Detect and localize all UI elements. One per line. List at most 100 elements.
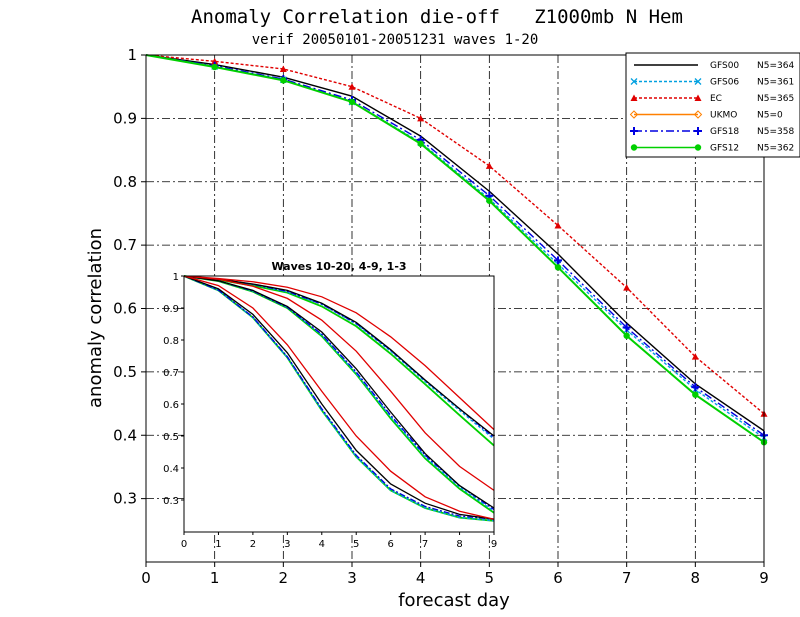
inset-x-tick-label: 4 xyxy=(319,539,325,550)
inset-line-blue xyxy=(183,275,495,520)
inset-y-tick-label: 0.9 xyxy=(163,304,179,315)
inset-x-tick-label: 9 xyxy=(491,539,497,550)
data-point-ec xyxy=(691,353,699,360)
inset-y-tick-label: 0.7 xyxy=(163,368,179,379)
data-point-ec xyxy=(279,65,287,72)
y-tick-label: 0.5 xyxy=(113,363,137,381)
x-tick-label: 1 xyxy=(210,569,220,587)
legend-marker xyxy=(694,127,702,135)
inset-y-tick-label: 1 xyxy=(173,272,179,283)
legend-item-gfs12: GFS12 N5=362 xyxy=(630,144,794,154)
inset-tick-labels: 0 1 2 3 4 5 6 7 8 9 0.3 0.4 0.5 0.6 0.7 0.8 0.9 1 xyxy=(163,272,497,550)
legend-label: GFS18 xyxy=(710,127,739,137)
x-axis-label: forecast day xyxy=(398,590,510,611)
inset-x-tick-label: 0 xyxy=(181,539,187,550)
data-point-ec xyxy=(485,162,493,169)
inset-x-tick-label: 2 xyxy=(250,539,256,550)
legend-count: N5=365 xyxy=(757,94,794,104)
inset-x-tick-label: 5 xyxy=(353,539,359,550)
x-tick-label: 0 xyxy=(141,569,151,587)
data-point-gfs12 xyxy=(417,140,424,147)
x-tick-label: 9 xyxy=(759,569,769,587)
inset-series-layer xyxy=(183,275,495,522)
y-axis-label: anomaly correlation xyxy=(85,228,106,408)
legend-count: N5=358 xyxy=(757,127,794,137)
inset-x-tick-label: 6 xyxy=(387,539,393,550)
legend-count: N5=361 xyxy=(757,78,794,88)
data-point-gfs12 xyxy=(211,63,218,71)
main-series-layer xyxy=(145,54,768,446)
legend-count: N5=362 xyxy=(757,144,794,154)
data-point-gfs12 xyxy=(623,332,630,339)
x-tick-label: 2 xyxy=(279,569,289,587)
inset-y-tick-label: 0.5 xyxy=(163,432,179,443)
data-point-gfs12 xyxy=(554,264,562,271)
series-line-ec xyxy=(145,54,765,415)
y-tick-label: 0.9 xyxy=(113,109,137,127)
inset-plot-background xyxy=(184,276,494,532)
legend-label: GFS00 xyxy=(710,61,739,71)
y-tick-label: 0.6 xyxy=(113,300,137,318)
inset-plot-frame xyxy=(183,275,495,533)
legend-marker xyxy=(694,144,702,151)
inset-y-tick-label: 0.6 xyxy=(163,400,179,411)
data-point-ec xyxy=(211,57,219,65)
legend-box xyxy=(625,52,800,158)
legend-marker xyxy=(630,78,638,85)
data-point-ec xyxy=(417,114,425,122)
legend: GFS00 N5=364 GFS06 N5=361 EC N5=365 UKMO N5=0 GF… xyxy=(625,52,800,158)
legend-item-gfs00: GFS00 N5=364 xyxy=(634,61,794,71)
data-point-ec xyxy=(554,221,562,229)
y-tick-label: 0.7 xyxy=(113,236,137,254)
data-point-gfs18 xyxy=(622,323,631,332)
x-tick-label: 7 xyxy=(622,569,632,587)
data-point-gfs12 xyxy=(348,98,356,106)
inset-line-red xyxy=(183,275,495,431)
legend-marker xyxy=(694,94,702,101)
legend-count: N5=364 xyxy=(757,61,794,71)
inset-x-tick-label: 7 xyxy=(422,539,428,550)
legend-marker xyxy=(630,127,638,135)
inset-y-tick-label: 0.3 xyxy=(163,496,179,507)
y-tick-label: 1 xyxy=(127,46,137,64)
x-tick-label: 5 xyxy=(485,569,495,587)
y-tick-label: 0.8 xyxy=(113,173,137,191)
inset-line-black xyxy=(183,275,495,437)
data-point-ec xyxy=(623,284,631,291)
inset-x-tick-label: 1 xyxy=(215,539,221,550)
inset-title: Waves 10-20, 4-9, 1-3 xyxy=(271,260,406,273)
legend-label: GFS06 xyxy=(710,78,739,88)
chart-title: Anomaly Correlation die-off Z1000mb N He… xyxy=(191,6,683,28)
inset-line-red xyxy=(183,275,495,520)
legend-item-gfs18: GFS18 N5=358 xyxy=(630,127,794,137)
chart-subtitle: verif 20050101-20051231 waves 1-20 xyxy=(252,32,539,48)
series-line-gfs00 xyxy=(145,54,765,432)
series-line-gfs06 xyxy=(145,54,765,439)
x-tick-label: 3 xyxy=(347,569,357,587)
main-plot-frame xyxy=(145,54,765,563)
data-point-gfs18 xyxy=(691,383,700,392)
inset-x-tick-label: 3 xyxy=(284,539,290,550)
legend-item-ec: EC N5=365 xyxy=(630,94,794,104)
x-tick-label: 6 xyxy=(553,569,563,587)
inset-line-black xyxy=(183,275,495,509)
inset-chart: 0 1 2 3 4 5 6 7 8 9 0.3 0.4 0.5 0.6 0.7 0.8 0.9 1 Waves 1… xyxy=(163,260,497,550)
legend-label: GFS12 xyxy=(710,144,739,154)
x-tick-label: 4 xyxy=(416,569,426,587)
data-point-gfs12 xyxy=(692,391,699,398)
legend-marker xyxy=(629,110,639,119)
inset-x-tick-label: 8 xyxy=(456,539,462,550)
main-tick-labels: 0 1 2 3 4 5 6 7 8 9 0.3 0.4 0.5 0.6 0.7 0.8 0.9 1 xyxy=(113,46,769,587)
legend-item-ukmo: UKMO N5=0 xyxy=(629,110,783,121)
x-tick-label: 8 xyxy=(691,569,701,587)
legend-marker xyxy=(694,78,702,85)
data-point-gfs12 xyxy=(486,197,493,204)
legend-marker xyxy=(693,110,703,119)
inset-y-tick-label: 0.8 xyxy=(163,336,179,347)
series-line-gfs18 xyxy=(145,54,765,436)
legend-label: EC xyxy=(710,94,722,104)
inset-line-red xyxy=(183,275,495,491)
inset-group-waves-10-20 xyxy=(183,275,495,522)
data-point-gfs18 xyxy=(554,256,562,265)
